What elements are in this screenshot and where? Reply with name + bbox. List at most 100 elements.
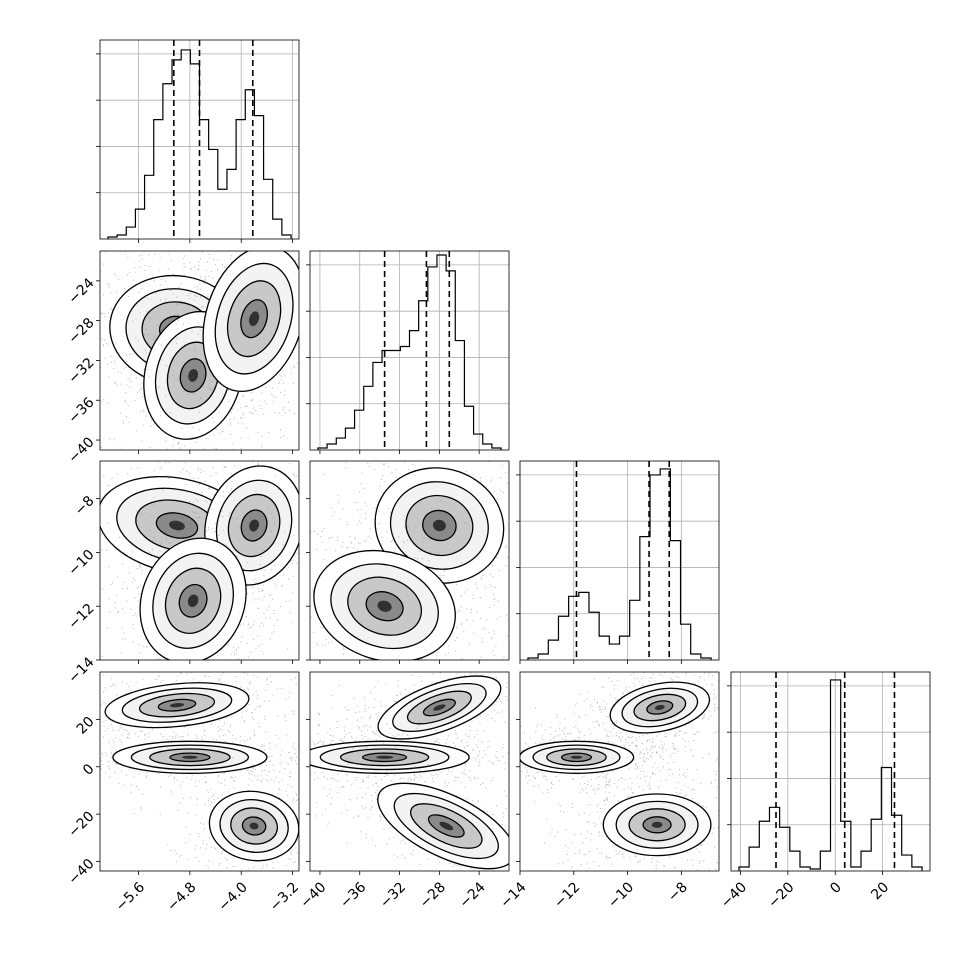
contour-line xyxy=(241,816,267,836)
panel-contents xyxy=(520,672,719,871)
contour-line xyxy=(112,740,268,774)
contour-line xyxy=(393,792,500,860)
x-tick-label: −4.8 xyxy=(164,879,199,914)
density-level xyxy=(187,594,199,608)
density-level xyxy=(654,704,665,711)
panel-contents xyxy=(100,251,299,450)
panel-frame xyxy=(99,671,300,872)
y-tick-label: −12 xyxy=(65,601,97,633)
contour-line xyxy=(422,509,457,542)
panel-frame xyxy=(99,250,300,451)
density-level xyxy=(570,755,583,759)
contour-line xyxy=(164,567,222,634)
contour-line xyxy=(377,782,509,870)
x-tick-label: −4.0 xyxy=(215,879,250,914)
contour-line xyxy=(339,748,430,767)
contour-line xyxy=(392,682,487,733)
contour-line xyxy=(230,807,279,845)
density-level xyxy=(249,519,260,532)
panel-frame xyxy=(309,250,510,451)
contour-line xyxy=(139,537,247,660)
x-tick-label: 0 xyxy=(827,879,845,897)
histogram-2 xyxy=(527,468,712,660)
contour-line xyxy=(410,803,483,849)
contour-line xyxy=(169,752,211,763)
histogram-1 xyxy=(317,254,502,450)
contour-line xyxy=(157,698,197,712)
panel-contents xyxy=(100,461,299,660)
contour-line xyxy=(155,512,199,539)
density-panel-4 xyxy=(309,671,510,872)
x-tick-label: −20 xyxy=(765,879,797,911)
density-panel-0 xyxy=(99,250,300,451)
contour-line xyxy=(621,687,699,728)
x-tick-label: −40 xyxy=(718,879,750,911)
histogram-3 xyxy=(738,679,923,871)
contour-line xyxy=(330,563,439,650)
x-tick-label: −32 xyxy=(377,879,409,911)
contour-line xyxy=(313,549,456,660)
panel-contents xyxy=(310,672,509,871)
contour-line xyxy=(121,687,233,723)
density-level xyxy=(651,821,663,828)
contour-line xyxy=(546,748,607,767)
y-tick-label: −10 xyxy=(65,547,97,579)
contour-line xyxy=(214,262,294,375)
x-tick-label: −8 xyxy=(665,879,691,905)
y-tick-label: −40 xyxy=(65,434,97,466)
contour-line xyxy=(628,808,686,842)
contour-line xyxy=(560,752,593,763)
x-tick-label: −36 xyxy=(337,879,369,911)
x-tick-label: 20 xyxy=(868,879,892,903)
contour-line xyxy=(609,681,711,734)
density-panel-5 xyxy=(519,671,720,872)
contour-line xyxy=(310,740,470,774)
contour-line xyxy=(130,744,250,771)
contour-line xyxy=(240,509,268,542)
x-tick-label: −3.2 xyxy=(267,879,302,914)
contour-line xyxy=(227,493,281,558)
x-tick-label: −40 xyxy=(297,879,329,911)
contour-line xyxy=(427,814,465,838)
hist-panel-0 xyxy=(96,39,300,240)
y-tick-label: −20 xyxy=(65,808,97,840)
contour-line xyxy=(377,675,502,740)
contour-line xyxy=(226,280,282,358)
density-level xyxy=(188,368,199,382)
contour-line xyxy=(202,251,299,393)
density-level xyxy=(169,702,185,708)
density-level xyxy=(432,519,446,532)
contour-line xyxy=(347,576,423,636)
contour-line xyxy=(615,800,699,849)
density-panel-2 xyxy=(309,460,510,661)
contour-line xyxy=(602,793,712,857)
density-level xyxy=(249,822,259,830)
contour-line xyxy=(389,481,489,570)
panel-frame xyxy=(730,671,931,872)
panel-frame xyxy=(309,460,510,661)
y-tick-label: −14 xyxy=(65,654,97,686)
density-panel-3 xyxy=(99,671,300,872)
density-level xyxy=(439,821,454,831)
panel-contents xyxy=(100,672,299,871)
panel-frame xyxy=(519,460,720,661)
contour-line xyxy=(240,299,268,339)
y-tick-label: −28 xyxy=(65,315,97,347)
x-tick-label: −10 xyxy=(605,879,637,911)
hist-panel-3 xyxy=(727,671,931,872)
contour-line xyxy=(179,358,207,393)
density-level xyxy=(433,704,446,711)
panel-frame xyxy=(99,460,300,661)
density-panel-1 xyxy=(99,460,300,661)
y-tick-label: −8 xyxy=(72,493,98,519)
x-tick-label: −28 xyxy=(417,879,449,911)
contour-line xyxy=(633,693,687,722)
contour-line xyxy=(178,583,208,618)
y-tick-label: −32 xyxy=(65,355,97,387)
density-level xyxy=(376,755,394,759)
panel-frame xyxy=(309,671,510,872)
x-tick-label: −24 xyxy=(457,879,489,911)
panel-contents xyxy=(310,461,509,660)
panel-frame xyxy=(519,671,720,872)
